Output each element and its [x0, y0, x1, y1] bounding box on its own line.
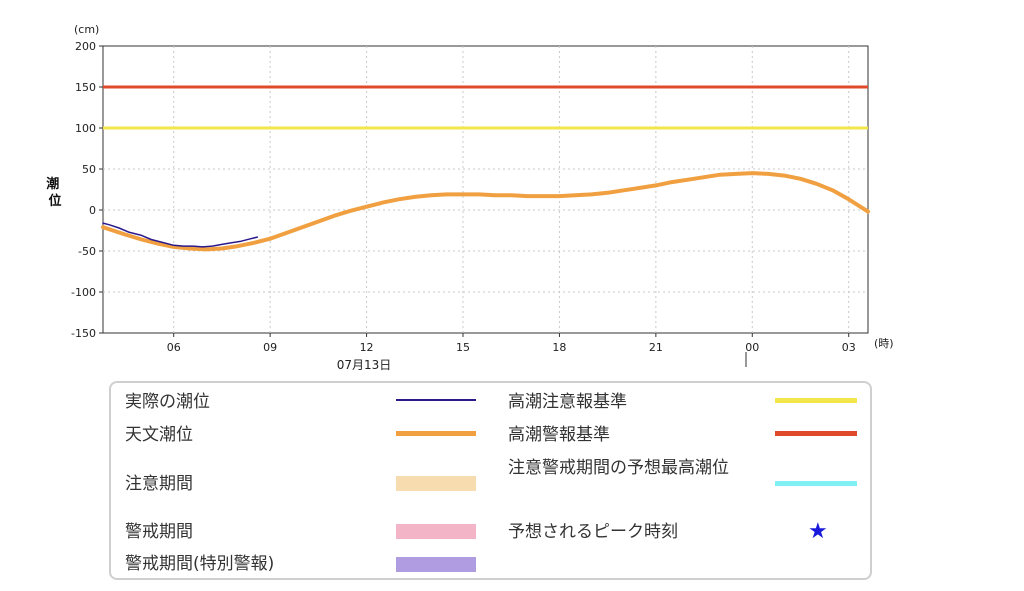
legend-label-caution-period: 注意期間 [125, 474, 193, 494]
y-tick-label: -150 [71, 327, 96, 340]
x-tick-label: 03 [842, 341, 856, 354]
legend-swatch-high-tide-warning [775, 431, 857, 436]
y-axis-label: 潮 位 [46, 176, 64, 209]
x-tick-label: 15 [456, 341, 470, 354]
x-tick-label: 12 [360, 341, 374, 354]
threshold-lines [103, 85, 868, 130]
legend-label-high-tide-advisory: 高潮注意報基準 [508, 392, 627, 412]
legend-label-special-period: 警戒期間(特別警報) [125, 554, 275, 574]
y-tick-label: 50 [82, 163, 96, 176]
legend-swatch-actual [396, 399, 476, 401]
y-tick-label: -50 [78, 245, 96, 258]
star-icon: ★ [808, 519, 828, 544]
x-tick-label: 21 [649, 341, 663, 354]
x-tick-label: 18 [552, 341, 566, 354]
legend-swatch-warning-period [396, 524, 476, 539]
x-axis-ticks: 06 09 12 15 18 21 00 03 [167, 333, 856, 354]
grid [103, 46, 868, 333]
y-tick-label: 100 [75, 122, 96, 135]
legend-label-astro: 天文潮位 [125, 425, 193, 445]
legend-label-forecast-max: 注意警戒期間の予想最高潮位 [508, 458, 729, 478]
observed-tide-line [102, 222, 259, 248]
legend-label-high-tide-warning: 高潮警報基準 [508, 425, 610, 445]
y-tick-label: 150 [75, 81, 96, 94]
x-tick-label: 00 [745, 341, 759, 354]
date-label: 07月13日 [337, 358, 392, 372]
series-lines [101, 171, 870, 252]
legend-swatch-high-tide-advisory [775, 398, 857, 403]
plot-area-frame [102, 45, 869, 334]
legend-swatch-special-period [396, 557, 476, 572]
legend-label-warning-period: 警戒期間 [125, 522, 193, 542]
legend-label-actual: 実際の潮位 [125, 392, 210, 412]
tide-chart: 200 150 100 50 0 -50 -100 -150 06 09 12 15 18 21 00 03… [46, 23, 894, 372]
astronomical-tide-line [101, 171, 870, 252]
y-tick-label: 200 [75, 40, 96, 53]
legend-swatch-caution-period [396, 476, 476, 491]
x-tick-label: 09 [263, 341, 277, 354]
y-unit: (cm) [74, 23, 99, 36]
x-unit: (時) [874, 337, 894, 350]
legend-swatch-astro [396, 431, 476, 436]
x-tick-label: 06 [167, 341, 181, 354]
y-tick-label: 0 [89, 204, 96, 217]
legend-label-peak-time: 予想されるピーク時刻 [508, 522, 678, 542]
legend-swatch-forecast-max [775, 481, 857, 486]
y-tick-label: -100 [71, 286, 96, 299]
y-axis-ticks: 200 150 100 50 0 -50 -100 -150 [71, 40, 103, 340]
legend-box: 実際の潮位 天文潮位 注意期間 警戒期間 警戒期間(特別警報) 高潮注意報基準 … [109, 381, 872, 580]
